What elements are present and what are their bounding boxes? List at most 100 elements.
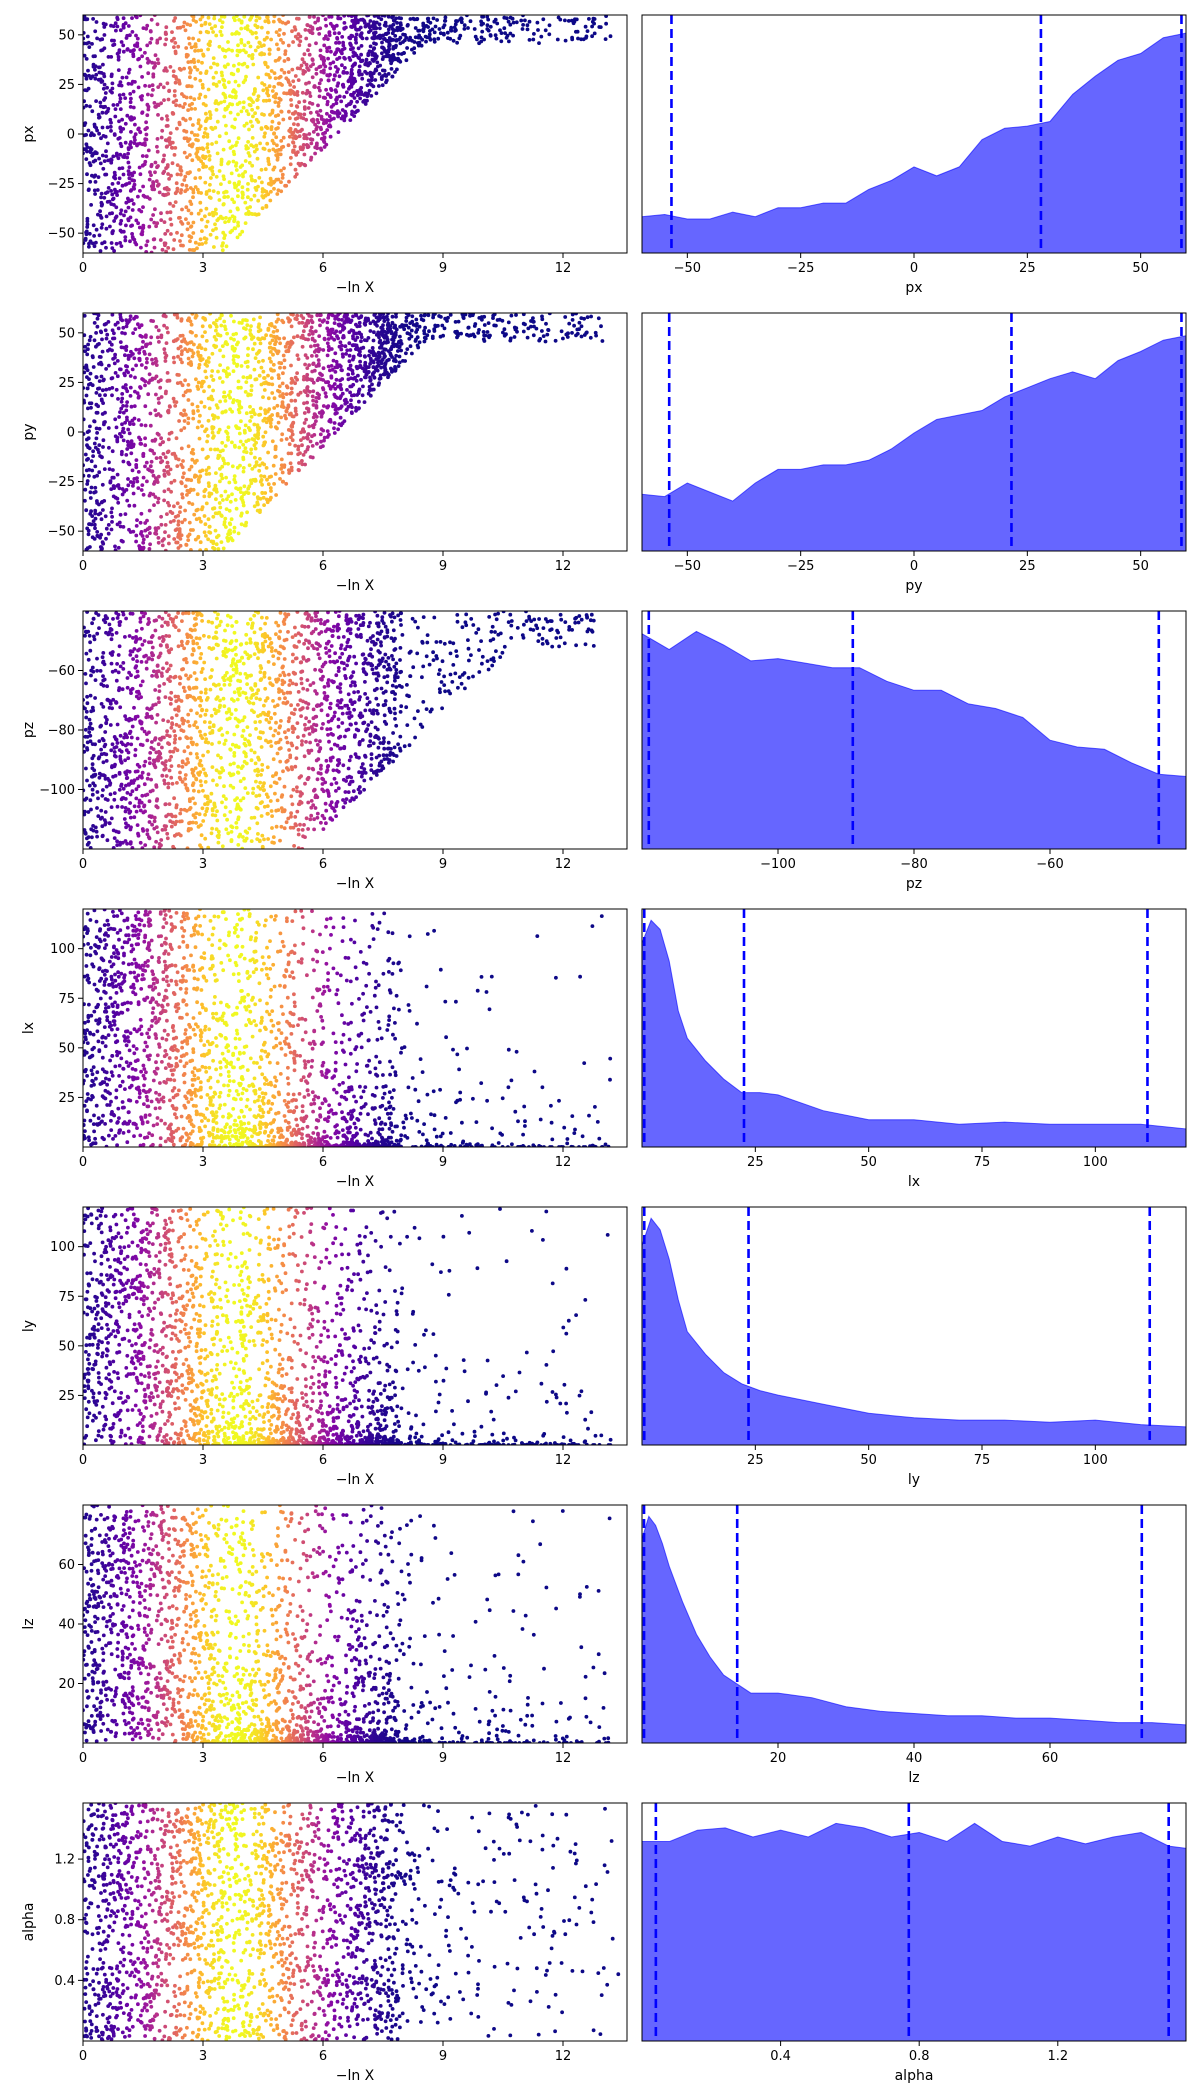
x-tick-label: −50 bbox=[674, 261, 701, 276]
scatter-point bbox=[205, 142, 210, 147]
scatter-point bbox=[316, 103, 320, 108]
scatter-point bbox=[83, 16, 86, 20]
scatter-point bbox=[166, 464, 171, 469]
scatter-point bbox=[113, 548, 118, 551]
scatter-point bbox=[312, 368, 317, 373]
scatter-point bbox=[279, 180, 283, 185]
scatter-point bbox=[286, 43, 291, 48]
scatter-point bbox=[567, 321, 572, 326]
scatter-point bbox=[185, 388, 190, 393]
scatter-point bbox=[286, 143, 291, 148]
scatter-point bbox=[283, 49, 288, 54]
scatter-point bbox=[84, 57, 89, 61]
scatter-point bbox=[263, 193, 268, 198]
scatter-point bbox=[290, 378, 295, 383]
scatter-point bbox=[207, 484, 211, 488]
scatter-point bbox=[378, 33, 383, 38]
scatter-point bbox=[373, 321, 378, 325]
scatter-point bbox=[336, 427, 340, 432]
scatter-point bbox=[146, 71, 151, 76]
scatter-point bbox=[365, 365, 370, 369]
scatter-point bbox=[547, 23, 552, 28]
scatter-point bbox=[118, 28, 123, 33]
scatter-point bbox=[314, 41, 318, 46]
scatter-point bbox=[295, 334, 300, 339]
scatter-point bbox=[322, 43, 327, 48]
scatter-point bbox=[223, 409, 228, 414]
scatter-point bbox=[87, 382, 91, 387]
scatter-point bbox=[494, 617, 499, 622]
scatter-point bbox=[374, 42, 378, 46]
scatter-point bbox=[138, 189, 142, 193]
scatter-point bbox=[120, 492, 125, 497]
scatter-point bbox=[106, 531, 111, 536]
scatter-point bbox=[118, 512, 123, 517]
scatter-point bbox=[275, 751, 280, 756]
scatter-point bbox=[309, 157, 313, 162]
scatter-point bbox=[114, 241, 119, 246]
scatter-point bbox=[187, 467, 192, 472]
scatter-point bbox=[362, 19, 367, 23]
scatter-point bbox=[217, 198, 222, 202]
scatter-point bbox=[339, 99, 344, 104]
scatter-point bbox=[172, 504, 176, 509]
scatter-point bbox=[284, 437, 289, 441]
scatter-point bbox=[210, 369, 215, 373]
scatter-point bbox=[207, 530, 212, 534]
scatter-point bbox=[266, 326, 271, 331]
scatter-point bbox=[355, 99, 359, 104]
scatter-point bbox=[289, 98, 293, 102]
scatter-point bbox=[214, 82, 219, 87]
scatter-point bbox=[295, 353, 300, 358]
scatter-point bbox=[301, 436, 306, 440]
scatter-point bbox=[174, 103, 179, 108]
scatter-point bbox=[324, 394, 328, 399]
scatter-point bbox=[212, 61, 216, 66]
scatter-point bbox=[352, 24, 357, 29]
scatter-point bbox=[359, 92, 364, 97]
scatter-point bbox=[333, 314, 338, 319]
scatter-point bbox=[274, 92, 279, 96]
scatter-point bbox=[300, 443, 304, 448]
scatter-point bbox=[179, 68, 183, 72]
scatter-point bbox=[262, 381, 266, 385]
scatter-point bbox=[192, 342, 196, 347]
scatter-point bbox=[115, 24, 120, 29]
scatter-point bbox=[113, 417, 118, 422]
scatter-point bbox=[180, 495, 185, 500]
scatter-point bbox=[208, 116, 213, 120]
scatter-point bbox=[171, 204, 176, 208]
scatter-point bbox=[267, 636, 272, 641]
scatter-point bbox=[124, 408, 129, 413]
scatter-point bbox=[288, 116, 292, 121]
scatter-point bbox=[179, 318, 184, 323]
scatter-point bbox=[241, 105, 246, 110]
scatter-point bbox=[83, 241, 86, 245]
scatter-point bbox=[106, 106, 111, 111]
scatter-point bbox=[154, 105, 158, 109]
scatter-point bbox=[276, 152, 281, 157]
scatter-point bbox=[348, 42, 353, 47]
scatter-point bbox=[218, 29, 223, 34]
scatter-point bbox=[247, 127, 251, 132]
scatter-point bbox=[202, 494, 207, 499]
scatter-point bbox=[293, 27, 298, 32]
scatter-point bbox=[109, 241, 114, 245]
scatter-point bbox=[205, 219, 210, 224]
scatter-point bbox=[248, 17, 252, 22]
scatter-point bbox=[201, 52, 206, 57]
scatter-point bbox=[156, 113, 160, 117]
scatter-point bbox=[334, 359, 339, 364]
scatter-point bbox=[255, 105, 260, 110]
scatter-point bbox=[243, 318, 248, 322]
scatter-point bbox=[372, 375, 377, 380]
scatter-point bbox=[284, 91, 289, 96]
scatter-point bbox=[588, 335, 593, 340]
scatter-point bbox=[137, 165, 142, 170]
scatter-point bbox=[123, 121, 128, 126]
scatter-point bbox=[85, 458, 89, 462]
scatter-point bbox=[183, 174, 188, 179]
scatter-point bbox=[160, 543, 165, 548]
scatter-point bbox=[179, 481, 184, 486]
scatter-point bbox=[220, 440, 225, 445]
